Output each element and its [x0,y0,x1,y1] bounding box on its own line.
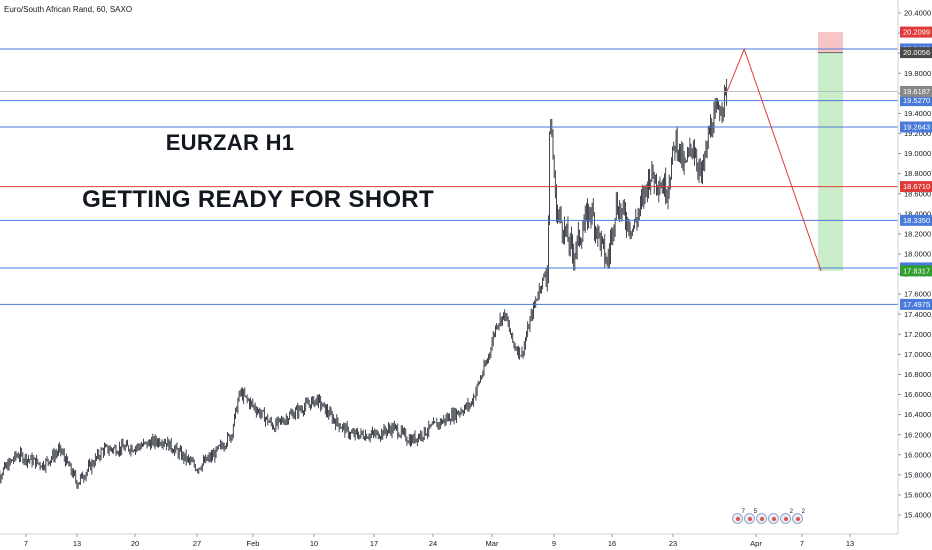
event-icon[interactable] [768,513,779,524]
annotation-title: EURZAR H1 [165,130,295,155]
y-tick-label: 15.4000 [904,511,931,520]
price-label-box-19.5270 [900,95,932,107]
y-tick-label: 17.4000 [904,310,931,319]
economic-events[interactable]: 7 5 2 2 [732,509,805,524]
symbol-title: Euro/South African Rand, 60, SAXO [4,5,133,14]
y-tick-label: 16.2000 [904,430,931,439]
x-tick-label: 9 [552,539,556,548]
y-tick-label: 17.2000 [904,330,931,339]
y-tick-label: 19.4000 [904,109,931,118]
price-label-20.0056: 20.0056 [903,48,930,57]
projection-path [726,47,822,272]
x-tick-label: 16 [608,539,616,548]
annotation-subtitle: GETTING READY FOR SHORT [82,186,434,213]
price-label-box-18.6710 [900,181,932,193]
y-tick-label: 18.0000 [904,250,931,259]
price-label-box-18.3350 [900,214,932,226]
x-tick-label: 27 [193,539,201,548]
take-profit-zone [818,52,843,271]
event-icon[interactable]: 2 [792,509,805,524]
axis-price-labels: 20.042019.527019.264318.671018.335017.86… [900,26,932,310]
event-count: 2 [801,509,805,515]
price-label-box-17.8317 [900,265,932,277]
time-axis: 7 13 20 27 Feb 10 17 24 Mar 9 16 23 Apr 7 13 [24,534,854,548]
price-label-box-19.2643 [900,121,932,133]
price-label-19.6187: 19.6187 [903,87,930,96]
y-tick-label: 18.8000 [904,169,931,178]
price-label-17.4975: 17.4975 [903,300,930,309]
y-tick-label: 15.6000 [904,491,931,500]
x-tick-label: 13 [73,539,81,548]
x-tick-label: 13 [846,539,854,548]
price-label-18.3350: 18.3350 [903,216,930,225]
x-tick-label: 10 [310,539,318,548]
price-label-box-17.4975 [900,298,932,310]
y-tick-label: 16.4000 [904,410,931,419]
x-tick-label: Feb [247,539,260,548]
price-label-19.2643: 19.2643 [903,123,930,132]
event-icon[interactable]: 2 [780,509,793,524]
position-zones [818,32,843,271]
y-tick-label: 19.8000 [904,69,931,78]
x-tick-label: 17 [370,539,378,548]
y-tick-label: 17.6000 [904,290,931,299]
price-axis: 20.400020.200020.000019.800019.600019.40… [0,0,931,535]
y-tick-label: 15.8000 [904,470,931,479]
candlestick-series [0,79,728,489]
price-label-20.2099: 20.2099 [903,28,930,37]
price-label-18.6710: 18.6710 [903,182,930,191]
y-tick-label: 17.0000 [904,350,931,359]
stop-loss-zone [818,32,843,53]
event-icon[interactable] [756,513,767,524]
y-tick-label: 16.0000 [904,450,931,459]
price-label-17.8317: 17.8317 [903,266,930,275]
event-count: 2 [789,509,793,515]
y-tick-label: 18.4000 [904,209,931,218]
y-tick-label: 16.8000 [904,370,931,379]
x-tick-label: 7 [24,539,28,548]
event-icon[interactable]: 7 [732,509,745,524]
price-label-box-19.6187 [900,85,932,97]
event-count: 7 [741,509,745,515]
price-label-box-20.2099 [900,26,932,38]
y-tick-label: 18.2000 [904,229,931,238]
horizontal-levels [0,48,898,305]
price-label-box-20.0056 [900,47,932,59]
event-icon[interactable]: 5 [744,509,757,524]
y-tick-label: 18.6000 [904,189,931,198]
price-label-19.5270: 19.5270 [903,96,930,105]
x-tick-label: 24 [429,539,437,548]
x-tick-label: 20 [131,539,139,548]
y-tick-label: 19.2000 [904,129,931,138]
x-tick-label: Apr [750,539,762,548]
x-tick-label: Mar [486,539,499,548]
x-tick-label: 7 [800,539,804,548]
y-tick-label: 16.6000 [904,390,931,399]
x-tick-label: 23 [669,539,677,548]
y-tick-label: 20.4000 [904,9,931,18]
y-tick-label: 19.0000 [904,149,931,158]
event-count: 5 [753,509,757,515]
